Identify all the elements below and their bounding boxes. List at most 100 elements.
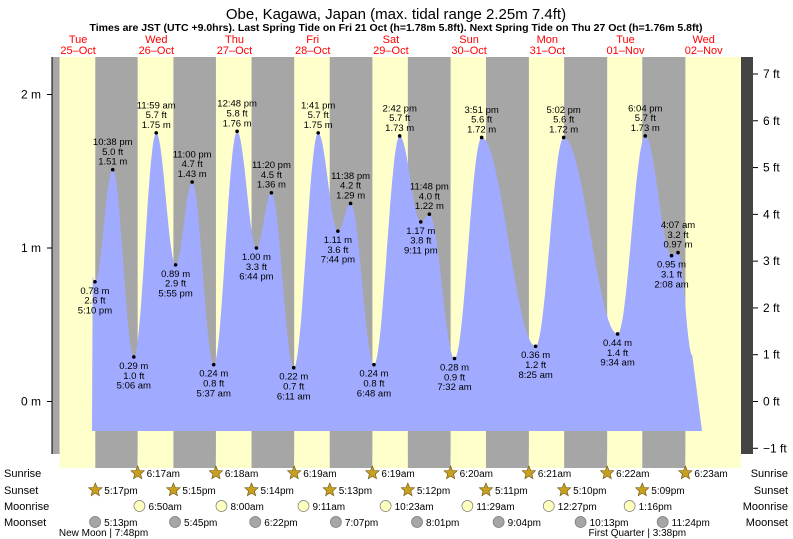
tide-label-line: 0.36 m bbox=[521, 350, 550, 361]
tide-label-line: 1.72 m bbox=[549, 124, 578, 135]
sunrise-time: 6:21am bbox=[538, 469, 571, 480]
moonrise-event: 9:11am bbox=[297, 500, 345, 513]
right-axis-tick-label: 4 ft bbox=[763, 207, 780, 221]
tide-label-line: 0.7 ft bbox=[283, 382, 304, 393]
moon-disc-icon bbox=[379, 500, 392, 512]
tide-high-point bbox=[190, 180, 194, 184]
tide-high-label: 11:20 pm4.5 ft1.36 m bbox=[252, 160, 291, 191]
moon-disc-icon bbox=[169, 516, 181, 528]
tide-label-line: 2:42 pm bbox=[383, 103, 417, 114]
moonrise-event: 12:27pm bbox=[542, 500, 597, 513]
right-axis-tick-label: 6 ft bbox=[763, 114, 780, 128]
sun-star-icon bbox=[364, 465, 380, 480]
tide-label-line: 4.5 ft bbox=[261, 170, 282, 181]
tide-label-line: 5:37 am bbox=[197, 388, 231, 399]
tide-label-line: 9:34 am bbox=[600, 358, 634, 369]
tide-label-line: 5.6 ft bbox=[553, 115, 574, 126]
daylight-band-ext bbox=[607, 454, 643, 468]
tide-label-line: 0.24 m bbox=[359, 369, 388, 380]
day-name: Thu bbox=[225, 34, 244, 46]
tide-high-point bbox=[643, 134, 648, 138]
tide-label-line: 7:44 pm bbox=[321, 255, 355, 266]
sunset-time: 5:10pm bbox=[573, 486, 606, 497]
moonrise-time: 10:23am bbox=[395, 502, 434, 513]
sunrise-time: 6:18am bbox=[225, 469, 258, 480]
tide-high-label: 11:00 pm4.7 ft1.43 m bbox=[173, 149, 212, 180]
day-date: 30–Oct bbox=[451, 45, 486, 57]
sunset-time: 5:13pm bbox=[339, 486, 372, 497]
moon-phase-label: New Moon | 7:48pm bbox=[59, 528, 148, 539]
tide-low-label: 0.24 m0.8 ft5:37 am bbox=[197, 369, 231, 400]
tide-label-line: 6:04 pm bbox=[628, 103, 662, 114]
tide-label-line: 3.3 ft bbox=[246, 262, 267, 273]
row-label-left: Sunset bbox=[4, 485, 38, 497]
moonset-event: 5:13pm bbox=[89, 516, 137, 529]
tide-label-line: 3.6 ft bbox=[327, 245, 348, 256]
moonrise-time: 6:50am bbox=[148, 502, 181, 513]
tide-low-point bbox=[211, 362, 216, 367]
tide-label-line: 5.0 ft bbox=[102, 147, 123, 158]
tide-label-line: 9:11 pm bbox=[404, 246, 438, 257]
row-label-right: Moonset bbox=[746, 517, 788, 529]
sunset-time: 5:15pm bbox=[182, 486, 215, 497]
day-name: Sun bbox=[459, 34, 479, 46]
moonset-time: 6:22pm bbox=[264, 518, 297, 529]
tide-low-label: 0.95 m3.1 ft2:08 am bbox=[654, 260, 688, 291]
right-axis-tick-label: 7 ft bbox=[763, 67, 780, 81]
tide-low-label: 0.29 m1.0 ft5:06 am bbox=[117, 361, 151, 392]
tide-high-point bbox=[269, 190, 274, 195]
tide-high-label: 11:38 pm4.2 ft1.29 m bbox=[331, 171, 370, 202]
moonset-time: 5:13pm bbox=[104, 518, 137, 529]
night-band-ext bbox=[564, 454, 608, 468]
night-band-ext bbox=[95, 454, 138, 468]
moonset-time: 10:13pm bbox=[590, 518, 629, 529]
daylight-band-ext bbox=[137, 454, 174, 468]
right-axis-tick-label: 2 ft bbox=[763, 301, 780, 315]
sunrise-event: 6:19am bbox=[286, 465, 337, 480]
tide-high-point bbox=[348, 201, 353, 206]
sun-star-icon bbox=[322, 482, 338, 497]
moonset-event: 6:22pm bbox=[249, 516, 298, 529]
tide-label-line: 1.75 m bbox=[304, 120, 333, 131]
sunrise-event: 6:18am bbox=[208, 465, 258, 480]
tide-label-line: 7:32 am bbox=[437, 382, 471, 393]
sun-star-icon bbox=[286, 465, 302, 480]
sunrise-time: 6:19am bbox=[303, 469, 336, 480]
moon-disc-icon bbox=[492, 516, 505, 528]
tide-low-label: 1.00 m3.3 ft6:44 pm bbox=[239, 252, 273, 283]
moonset-time: 5:45pm bbox=[184, 518, 217, 529]
moon-disc-icon bbox=[542, 500, 555, 512]
sunset-event: 5:14pm bbox=[244, 482, 294, 497]
tide-low-label: 0.22 m0.7 ft6:11 am bbox=[277, 372, 311, 403]
sun-star-icon bbox=[244, 482, 259, 497]
tide-label-line: 4.2 ft bbox=[340, 181, 361, 192]
sunset-event: 5:11pm bbox=[478, 482, 528, 497]
sunset-event: 5:09pm bbox=[634, 482, 685, 497]
night-band-ext bbox=[642, 454, 686, 468]
tide-label-line: 2:08 am bbox=[654, 279, 688, 290]
tide-label-line: 1.22 m bbox=[415, 201, 444, 212]
tide-label-line: 11:38 pm bbox=[331, 171, 370, 182]
tide-water-area bbox=[92, 131, 702, 432]
tide-label-line: 5.7 ft bbox=[308, 110, 329, 121]
tide-label-line: 4.7 ft bbox=[182, 159, 203, 170]
tide-low-label: 1.11 m3.6 ft7:44 pm bbox=[321, 235, 355, 266]
daylight-band-ext bbox=[294, 454, 330, 468]
tide-low-label: 0.78 m2.6 ft5:10 pm bbox=[78, 286, 112, 317]
sunrise-time: 6:20am bbox=[460, 469, 493, 480]
tide-high-label: 6:04 pm5.7 ft1.73 m bbox=[628, 103, 662, 134]
moon-disc-icon bbox=[330, 516, 342, 528]
tide-low-label: 0.28 m0.9 ft7:32 am bbox=[437, 363, 471, 394]
tide-low-label: 0.36 m1.2 ft8:25 am bbox=[518, 350, 552, 381]
tide-high-point bbox=[110, 167, 115, 172]
left-axis-tick-label: 2 m bbox=[21, 88, 41, 102]
right-axis-tick-label: 0 ft bbox=[763, 395, 780, 409]
day-date: 31–Oct bbox=[530, 45, 565, 57]
tide-label-line: 0.29 m bbox=[119, 361, 148, 372]
tide-label-line: 1.11 m bbox=[324, 235, 352, 246]
tide-high-label: 5:02 pm5.6 ft1.72 m bbox=[547, 105, 581, 136]
day-name: Tue bbox=[616, 34, 635, 46]
sun-star-icon bbox=[677, 465, 693, 480]
moon-disc-icon bbox=[656, 516, 669, 528]
tide-label-line: 1.29 m bbox=[336, 190, 365, 201]
